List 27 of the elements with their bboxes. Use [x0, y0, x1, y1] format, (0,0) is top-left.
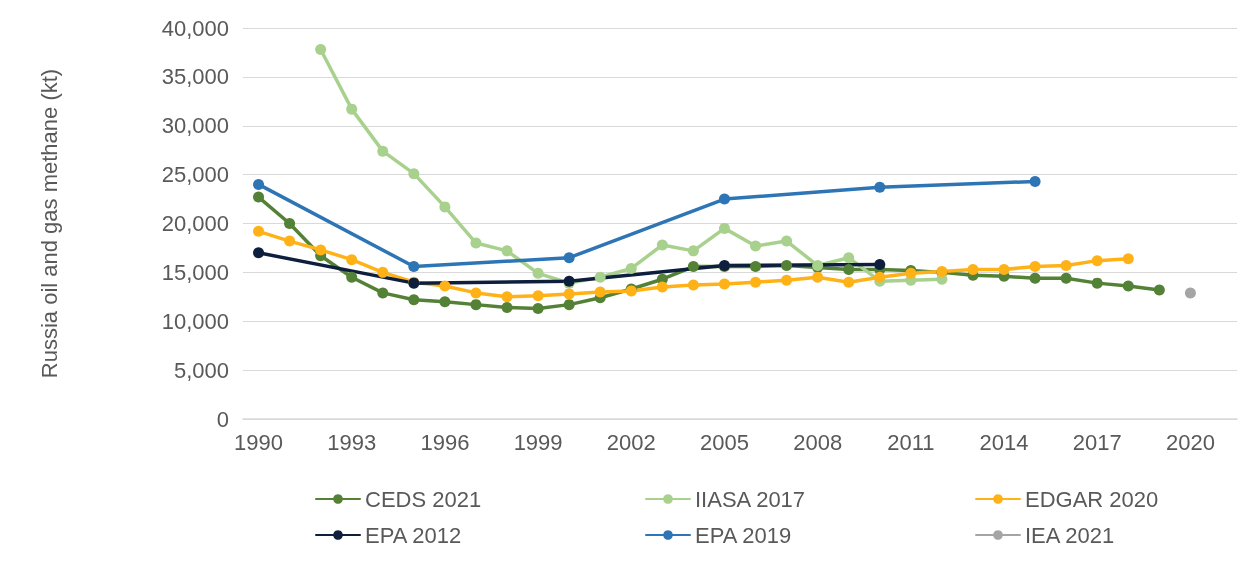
x-tick-label: 1990: [234, 429, 284, 455]
x-tick-label: 2002: [606, 429, 656, 455]
x-tick-label: 2014: [979, 429, 1029, 455]
y-tick-label: 40,000: [161, 15, 229, 41]
y-tick-label: 30,000: [161, 113, 229, 139]
y-tick-label: 35,000: [161, 64, 229, 90]
y-tick-label: 5,000: [173, 357, 229, 383]
x-tick-label: 1996: [420, 429, 470, 455]
x-tick-label: 2011: [887, 429, 935, 455]
y-tick-label: 25,000: [161, 162, 229, 188]
y-tick-label: 15,000: [161, 259, 229, 285]
x-tick-label: 1999: [513, 429, 563, 455]
legend-label: IIASA 2017: [695, 486, 806, 512]
x-tick-label: 2020: [1165, 429, 1215, 455]
legend-label: EDGAR 2020: [1025, 486, 1159, 512]
legend-label: EPA 2019: [695, 522, 792, 548]
x-tick-label: 2008: [793, 429, 843, 455]
y-tick-label: 0: [216, 406, 229, 432]
x-tick-label: 1993: [327, 429, 377, 455]
y-axis-title: Russia oil and gas methane (kt): [36, 68, 62, 379]
y-tick-label: 10,000: [161, 308, 229, 334]
x-tick-label: 2005: [699, 429, 749, 455]
legend-label: CEDS 2021: [365, 486, 482, 512]
y-tick-label: 20,000: [161, 211, 229, 236]
x-tick-label: 2017: [1072, 429, 1122, 455]
legend-label: EPA 2012: [365, 522, 462, 548]
legend-label: IEA 2021: [1025, 522, 1115, 548]
